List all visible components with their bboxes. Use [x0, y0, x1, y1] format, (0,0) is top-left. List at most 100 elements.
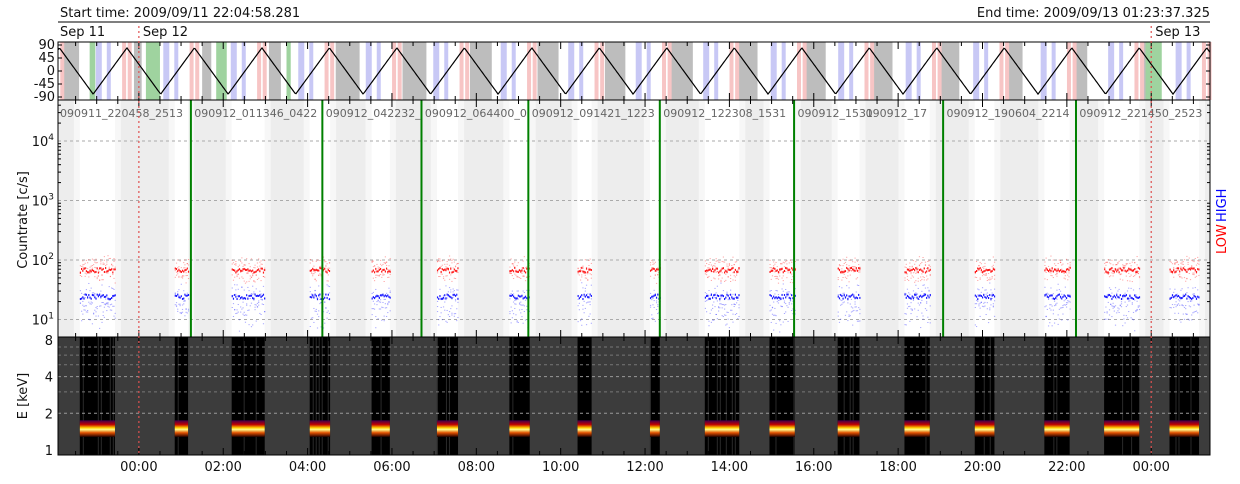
- data-point: [1136, 300, 1138, 302]
- data-point: [726, 291, 728, 293]
- data-point: [373, 297, 376, 300]
- data-point: [787, 320, 789, 322]
- data-point: [847, 302, 849, 304]
- spectrogram-stripe: [725, 337, 727, 455]
- data-point: [928, 289, 930, 291]
- data-point: [87, 268, 89, 270]
- data-point: [436, 306, 439, 308]
- data-point: [1065, 268, 1068, 271]
- data-point: [237, 269, 239, 272]
- data-point: [242, 301, 244, 303]
- data-point: [79, 265, 82, 267]
- data-point: [526, 305, 528, 307]
- data-point: [738, 294, 740, 297]
- data-point: [1169, 271, 1171, 273]
- data-point: [1057, 323, 1059, 325]
- data-point: [1198, 260, 1200, 262]
- data-point: [1176, 304, 1178, 306]
- spectrogram-stripe: [1053, 337, 1055, 455]
- data-point: [786, 291, 788, 293]
- data-point: [786, 260, 788, 262]
- data-point: [1063, 294, 1065, 297]
- data-point: [655, 302, 658, 304]
- spectrogram-stripe: [512, 337, 514, 455]
- data-point: [90, 303, 92, 305]
- data-point: [439, 258, 441, 260]
- data-point: [723, 271, 726, 274]
- data-point: [261, 303, 263, 305]
- data-point: [855, 268, 857, 270]
- data-point: [720, 281, 722, 283]
- data-point: [920, 327, 922, 329]
- data-point: [723, 261, 726, 263]
- observation-band: [704, 100, 740, 337]
- data-point: [786, 295, 788, 297]
- data-point: [174, 270, 176, 272]
- data-point: [1130, 265, 1132, 267]
- data-point: [710, 264, 712, 266]
- data-point: [837, 311, 839, 313]
- data-point: [388, 301, 390, 303]
- data-point: [248, 294, 250, 297]
- data-point: [850, 306, 853, 308]
- data-point: [729, 293, 732, 296]
- data-point: [447, 291, 449, 293]
- observation-band: [577, 100, 592, 337]
- saa-band: [532, 42, 537, 100]
- data-point: [1125, 275, 1127, 277]
- data-point: [108, 299, 110, 301]
- data-point: [1059, 261, 1062, 263]
- data-point: [924, 293, 927, 296]
- data-point: [909, 262, 911, 264]
- data-point: [1104, 272, 1106, 274]
- data-point: [1050, 274, 1052, 276]
- data-point: [581, 274, 583, 276]
- data-point: [987, 297, 990, 300]
- data-point: [114, 268, 116, 271]
- data-point: [1128, 270, 1130, 272]
- data-point: [788, 302, 790, 304]
- data-point: [852, 324, 854, 326]
- data-point: [1114, 268, 1117, 271]
- data-point: [515, 314, 517, 316]
- data-point: [518, 269, 521, 271]
- data-point: [240, 260, 242, 262]
- data-point: [235, 261, 237, 263]
- data-point: [723, 304, 726, 306]
- data-point: [309, 269, 311, 272]
- data-point: [906, 275, 909, 277]
- data-point: [785, 266, 787, 268]
- spectrogram-stripe: [707, 337, 709, 455]
- data-point: [181, 311, 184, 313]
- data-point: [524, 272, 527, 274]
- data-point: [713, 264, 715, 266]
- data-point: [917, 309, 919, 311]
- data-point: [99, 293, 101, 296]
- data-point: [731, 264, 733, 266]
- data-point: [1186, 292, 1188, 294]
- data-point: [1068, 295, 1070, 298]
- data-point: [1051, 270, 1053, 272]
- data-point: [977, 279, 979, 281]
- data-point: [737, 299, 739, 301]
- data-point: [578, 297, 580, 300]
- file-label: 090912_17: [866, 107, 928, 120]
- data-point: [723, 308, 726, 310]
- data-point: [1170, 297, 1172, 299]
- data-point: [521, 309, 523, 311]
- data-point: [774, 293, 776, 295]
- data-point: [85, 305, 88, 307]
- data-point: [442, 294, 445, 296]
- data-point: [440, 298, 442, 301]
- data-point: [1046, 279, 1048, 281]
- data-point: [1192, 267, 1194, 270]
- data-point: [859, 271, 861, 273]
- data-point: [1180, 262, 1182, 264]
- file-label: 090912_221450_2523: [1079, 107, 1202, 120]
- data-point: [264, 298, 266, 300]
- data-point: [1056, 275, 1058, 277]
- observation-band: [309, 100, 331, 337]
- data-point: [312, 267, 314, 270]
- data-point: [238, 330, 241, 332]
- data-point: [1135, 268, 1137, 270]
